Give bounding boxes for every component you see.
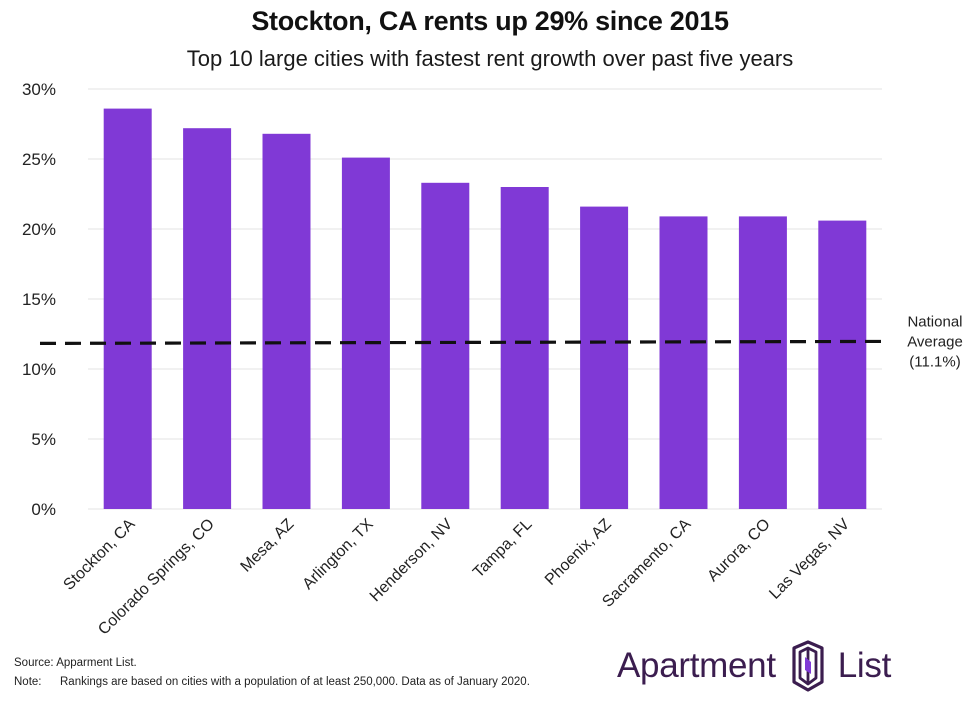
- y-tick-label: 15%: [22, 290, 56, 309]
- x-tick-label: Phoenix, AZ: [542, 516, 615, 589]
- source-note: Source: Apparment List.: [14, 657, 137, 669]
- national-average-annotation: National Average (11.1%): [907, 313, 963, 370]
- national-average-label: Average: [907, 333, 963, 350]
- rankings-note: Note: Rankings are based on cities with a…: [14, 676, 530, 688]
- bar: [421, 182, 470, 510]
- bar: [659, 216, 708, 509]
- y-tick-label: 10%: [22, 360, 56, 379]
- logo-text-apartment: Apartment: [617, 646, 776, 685]
- note-text: Rankings are based on cities with a popu…: [60, 676, 530, 688]
- y-tick-label: 30%: [22, 80, 56, 99]
- apartment-list-logo-icon: [786, 640, 830, 692]
- national-average-label: (11.1%): [909, 353, 960, 370]
- bars: [103, 108, 867, 510]
- x-tick-label: Aurora, CO: [704, 516, 773, 585]
- x-tick-label: Henderson, NV: [367, 516, 457, 606]
- bar: [818, 220, 867, 509]
- x-tick-label: Las Vegas, NV: [766, 516, 853, 603]
- bar: [262, 133, 311, 510]
- national-average-label: National: [907, 313, 962, 330]
- x-tick-label: Mesa, AZ: [238, 516, 298, 576]
- y-tick-label: 20%: [22, 220, 56, 239]
- note-label: Note:: [14, 676, 42, 688]
- y-tick-label: 0%: [31, 500, 56, 519]
- chart-subtitle: Top 10 large cities with fastest rent gr…: [186, 46, 794, 71]
- bar: [341, 157, 390, 509]
- bar: [500, 187, 549, 509]
- national-average-reference: [39, 339, 891, 345]
- y-axis-tick-labels: 0% 5% 10% 15% 20% 25% 30%: [22, 80, 56, 519]
- logo-text-list: List: [837, 646, 892, 685]
- apartment-list-logo: Apartment List: [617, 638, 891, 694]
- bar: [183, 128, 232, 509]
- chart-title: Stockton, CA rents up 29% since 2015: [251, 6, 729, 36]
- x-tick-label: Arlington, TX: [300, 516, 377, 593]
- x-tick-label: Sacramento, CA: [599, 516, 694, 611]
- bar: [580, 206, 629, 509]
- national-average-line: [39, 339, 891, 345]
- x-tick-label: Tampa, FL: [470, 516, 536, 582]
- y-tick-label: 25%: [22, 150, 56, 169]
- y-tick-label: 5%: [31, 430, 56, 449]
- bar: [103, 108, 152, 509]
- x-tick-label: Stockton, CA: [60, 516, 138, 594]
- bar-chart: 0% 5% 10% 15% 20% 25% 30% Stockton, CAColorado…: [22, 80, 963, 639]
- bar: [738, 216, 787, 509]
